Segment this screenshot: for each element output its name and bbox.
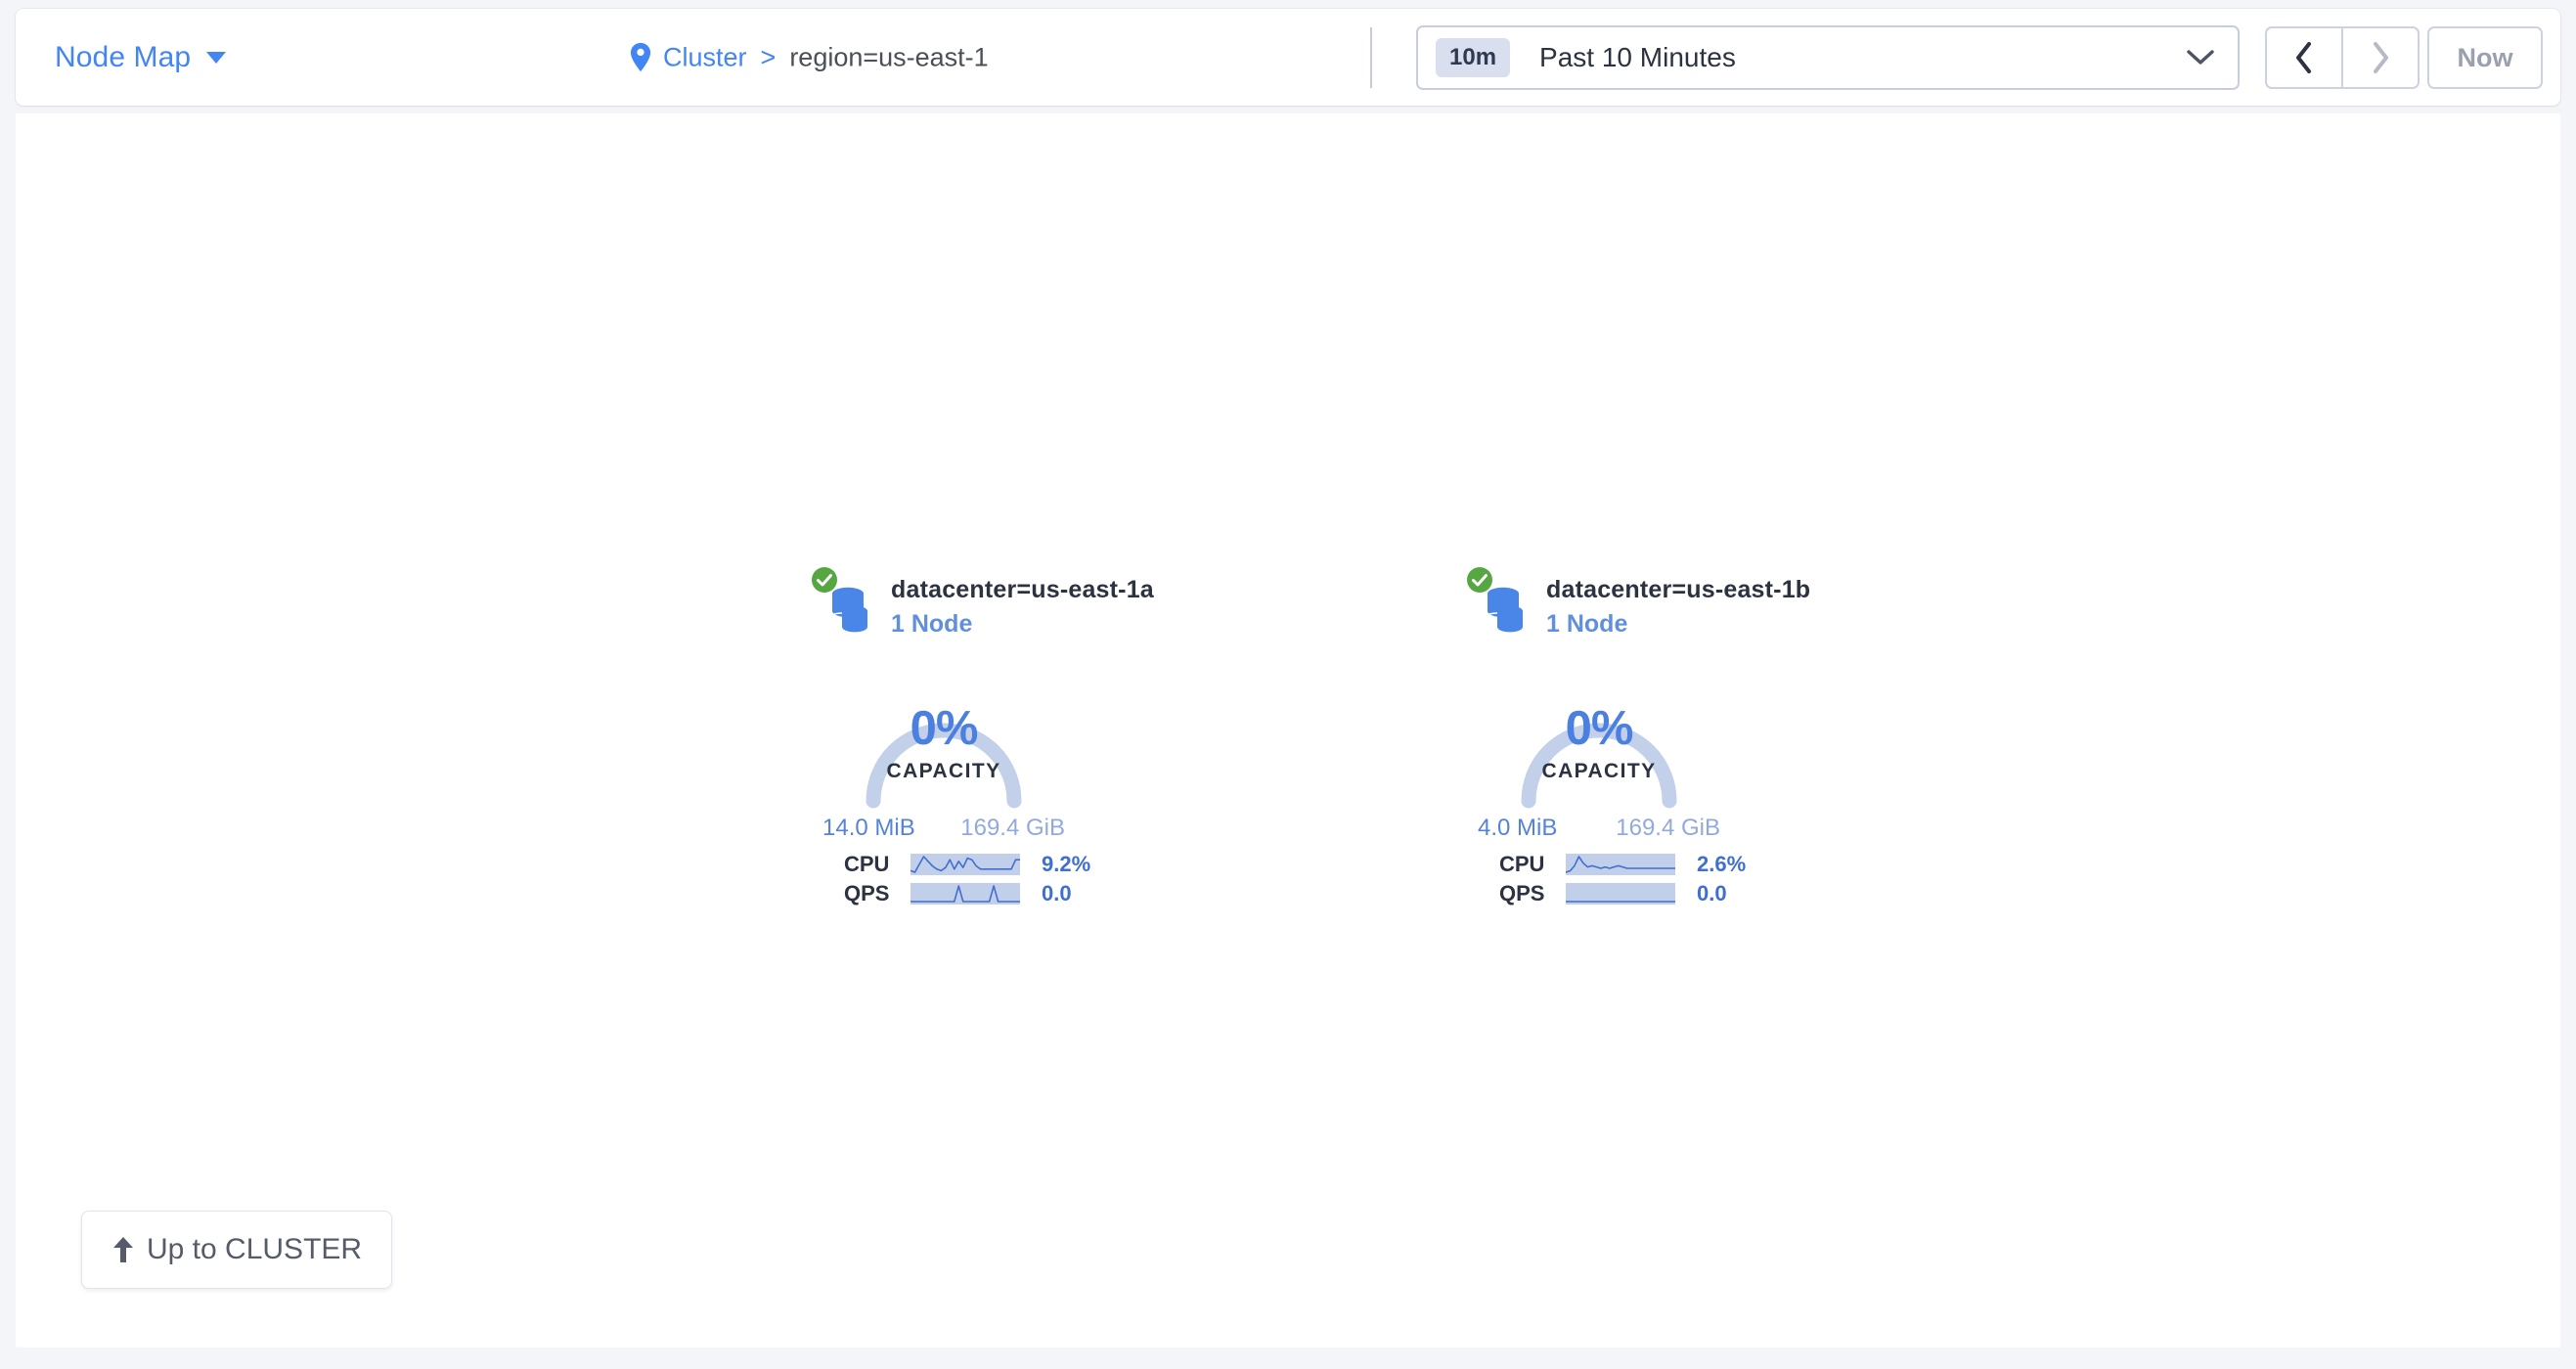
metric-sparkline: [910, 854, 1020, 875]
gauge-arc: [866, 723, 1022, 809]
gauge-arc: [1521, 723, 1677, 809]
next-period-button[interactable]: [2342, 26, 2420, 89]
metric-label: QPS: [844, 881, 890, 905]
gauge-percent-value: 0%: [910, 702, 979, 755]
metric-value: 0.0: [1042, 881, 1072, 905]
node-group-titles: datacenter=us-east-1a 1 Node: [891, 568, 1154, 639]
now-button[interactable]: Now: [2427, 26, 2543, 89]
capacity-total: 169.4 GiB: [1616, 815, 1720, 841]
metric-row: CPU 2.6%: [1499, 850, 1810, 879]
node-group-header: datacenter=us-east-1a 1 Node: [812, 567, 1154, 639]
metric-label: CPU: [844, 852, 890, 876]
capacity-gauge: 0% CAPACITY: [838, 662, 1049, 809]
toolbar-divider: [1370, 27, 1372, 88]
metric-sparkline: [1566, 883, 1675, 905]
node-group-node-count[interactable]: 1 Node: [891, 610, 973, 638]
up-to-cluster-label: Up to CLUSTER: [147, 1233, 363, 1265]
node-group-icon: [812, 567, 877, 635]
metric-label: QPS: [1499, 881, 1545, 905]
capacity-used: 4.0 MiB: [1478, 815, 1558, 841]
chevron-right-icon: [2374, 42, 2388, 73]
check-circle-icon: [1467, 567, 1492, 593]
toolbar: Node Map Cluster > region=us-east-1 10m …: [16, 9, 2560, 106]
node-group-card[interactable]: datacenter=us-east-1a 1 Node 0% CAPACITY…: [812, 567, 1154, 908]
time-range-select[interactable]: 10m Past 10 Minutes: [1416, 25, 2240, 90]
breadcrumb-link-cluster[interactable]: Cluster: [663, 42, 747, 71]
database-stack-icon: [1482, 587, 1523, 633]
capacity-total: 169.4 GiB: [960, 815, 1065, 841]
node-map-canvas: datacenter=us-east-1a 1 Node 0% CAPACITY…: [16, 113, 2560, 1347]
gauge-caption: CAPACITY: [886, 760, 1001, 782]
capacity-row: 14.0 MiB 169.4 GiB: [822, 815, 1065, 842]
check-circle-icon: [812, 567, 837, 593]
view-selector-label: Node Map: [55, 40, 192, 73]
chevron-down-icon: [206, 51, 227, 64]
metric-row: CPU 9.2%: [844, 850, 1154, 879]
up-to-cluster-button[interactable]: Up to CLUSTER: [81, 1211, 393, 1289]
metric-row: QPS 0.0: [1499, 879, 1810, 908]
map-pin-icon: [630, 42, 651, 72]
breadcrumb: Cluster > region=us-east-1: [630, 42, 989, 72]
now-button-label: Now: [2457, 42, 2513, 72]
metric-value: 2.6%: [1697, 852, 1747, 876]
capacity-gauge: 0% CAPACITY: [1493, 662, 1705, 809]
breadcrumb-current: region=us-east-1: [789, 42, 989, 71]
node-group-title: datacenter=us-east-1b: [1546, 576, 1811, 603]
node-group-header: datacenter=us-east-1b 1 Node: [1467, 567, 1810, 639]
metric-sparkline: [910, 883, 1020, 905]
node-group-node-count[interactable]: 1 Node: [1546, 610, 1628, 638]
capacity-used: 14.0 MiB: [822, 815, 915, 841]
capacity-row: 4.0 MiB 169.4 GiB: [1478, 815, 1720, 842]
node-group-card[interactable]: datacenter=us-east-1b 1 Node 0% CAPACITY…: [1467, 567, 1810, 908]
metric-row: QPS 0.0: [844, 879, 1154, 908]
metrics-list: CPU 2.6% QPS 0.0: [1499, 850, 1810, 908]
metric-sparkline: [1566, 854, 1675, 875]
database-stack-icon: [826, 587, 867, 633]
metrics-list: CPU 9.2% QPS 0.0: [844, 850, 1154, 908]
breadcrumb-separator: >: [760, 42, 777, 71]
metric-value: 9.2%: [1042, 852, 1091, 876]
gauge-percent-value: 0%: [1565, 702, 1634, 755]
metric-value: 0.0: [1697, 881, 1727, 905]
chevron-left-icon: [2296, 42, 2311, 73]
time-range-label: Past 10 Minutes: [1539, 42, 1736, 72]
view-selector[interactable]: Node Map: [55, 40, 227, 74]
node-group-title: datacenter=us-east-1a: [891, 576, 1154, 603]
chevron-down-icon: [2187, 50, 2214, 65]
metric-label: CPU: [1499, 852, 1545, 876]
node-group-icon: [1467, 567, 1532, 635]
prev-period-button[interactable]: [2265, 26, 2342, 89]
gauge-caption: CAPACITY: [1541, 760, 1657, 782]
node-group-titles: datacenter=us-east-1b 1 Node: [1546, 568, 1810, 639]
time-range-badge: 10m: [1436, 38, 1511, 77]
arrow-up-icon: [113, 1237, 133, 1262]
time-nav-group: [2265, 26, 2420, 89]
